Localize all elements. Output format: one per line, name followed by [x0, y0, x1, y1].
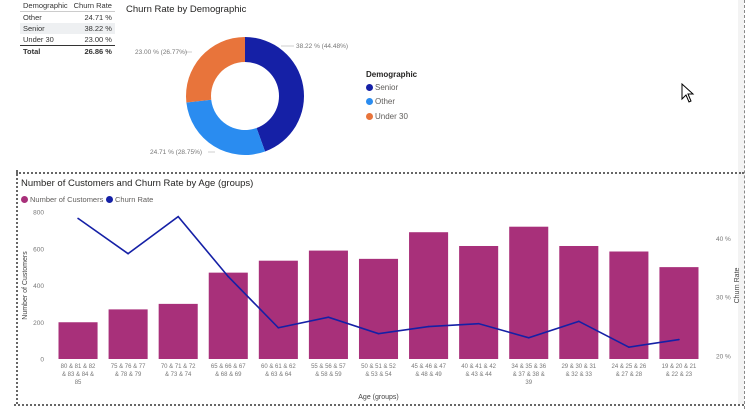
table-cell: Other [23, 13, 42, 22]
table-row[interactable]: Senior 38.22 % [20, 23, 115, 34]
bar[interactable] [108, 309, 148, 359]
legend-marker [366, 113, 373, 120]
bar[interactable] [609, 251, 649, 359]
line-point[interactable] [227, 275, 230, 278]
bar[interactable] [459, 245, 499, 359]
x-tick-label: 60 & 61 & 62 & 63 & 64 [261, 364, 296, 378]
line-point[interactable] [678, 338, 680, 341]
line-point[interactable] [628, 346, 630, 348]
bar[interactable] [559, 245, 599, 359]
combo-chart[interactable]: 0 200 400 600 800 20 % 30 % 40 % 80 & 81 & 82 & 8… [18, 205, 744, 403]
legend-item-senior[interactable]: Senior [366, 83, 398, 92]
legend-item-under-30[interactable]: Under 30 [366, 112, 408, 121]
line-point[interactable] [277, 326, 280, 329]
donut-slice-senior[interactable] [245, 37, 304, 152]
line-point[interactable] [377, 332, 380, 335]
visual-border [16, 170, 18, 404]
bar[interactable] [58, 322, 98, 359]
line-point[interactable] [327, 316, 330, 318]
line-point[interactable] [177, 215, 179, 218]
line-point[interactable] [578, 320, 580, 323]
y2-tick-label: 30 % [716, 295, 731, 302]
legend-label: Number of Customers [30, 195, 104, 204]
line-point[interactable] [527, 336, 530, 339]
table-cell: 23.00 % [84, 35, 112, 44]
legend-label: Under 30 [375, 112, 408, 121]
table-cell: Senior [20, 23, 71, 34]
line-point[interactable] [77, 217, 79, 220]
bar[interactable] [659, 267, 699, 359]
bar[interactable] [208, 272, 248, 359]
donut-chart-title: Churn Rate by Demographic [126, 4, 247, 15]
column-header[interactable]: Demographic [20, 0, 71, 12]
x-tick-label: 19 & 20 & 21 & 22 & 23 [662, 364, 697, 378]
y-tick-label: 600 [33, 246, 44, 253]
bar[interactable] [158, 303, 198, 359]
x-tick-label: 55 & 56 & 57 & 58 & 59 [311, 364, 346, 378]
y-tick-label: 800 [33, 210, 44, 217]
legend-label: Other [375, 97, 396, 106]
y2-axis-title: Churn Rate [734, 267, 741, 303]
x-axis-title: Age (groups) [358, 394, 398, 401]
data-label: 24.71 % (28.75%) [150, 149, 202, 156]
bar[interactable] [258, 260, 298, 359]
visual-border [14, 404, 744, 406]
line-point[interactable] [477, 322, 480, 325]
x-tick-label: 29 & 30 & 31 & 32 & 33 [561, 364, 596, 378]
bar[interactable] [308, 250, 348, 359]
combo-chart-title: Number of Customers and Churn Rate by Ag… [21, 178, 254, 189]
churn-table[interactable]: Demographic Churn Rate Other 24.71 % Sen… [20, 0, 115, 57]
legend-item-churn-rate[interactable]: Churn Rate [106, 195, 153, 204]
legend-marker [366, 98, 373, 105]
table-row[interactable]: Other 24.71 % [20, 12, 115, 24]
table-total-row: Total 26.86 % [20, 45, 115, 57]
y-tick-label: 0 [40, 357, 44, 364]
x-tick-label: 75 & 76 & 77 & 78 & 79 [111, 364, 146, 378]
table-cell: 26.86 % [70, 45, 115, 57]
data-label: 23.00 % (26.77%) [135, 49, 187, 56]
legend-label: Senior [375, 83, 399, 92]
x-tick-label: 65 & 66 & 67 & 68 & 69 [211, 364, 246, 378]
x-tick-label: 40 & 41 & 42 & 43 & 44 [461, 364, 496, 378]
legend-marker [106, 196, 113, 203]
donut-slice-under-30[interactable] [186, 37, 245, 103]
line-point[interactable] [427, 325, 430, 328]
legend-item-other[interactable]: Other [366, 97, 395, 106]
table-cell: Under 30 [23, 35, 54, 44]
x-tick-label: 50 & 51 & 52 & 53 & 54 [361, 364, 396, 378]
y2-tick-label: 20 % [716, 354, 731, 361]
legend-title: Demographic [366, 70, 418, 79]
table-cell: 38.22 % [70, 23, 115, 34]
legend-label: Churn Rate [115, 195, 154, 204]
x-tick-label: 70 & 71 & 72 & 73 & 74 [161, 364, 196, 378]
table-cell: 24.71 % [84, 13, 112, 22]
y2-tick-label: 40 % [716, 236, 731, 243]
line-point[interactable] [127, 252, 129, 255]
visual-border [744, 0, 745, 409]
mouse-cursor-icon [681, 83, 695, 103]
legend-marker [366, 84, 373, 91]
legend-item-customers[interactable]: Number of Customers [21, 195, 103, 204]
y-axis-title: Number of Customers [22, 251, 29, 320]
donut-chart[interactable]: 38.22 % (44.48%) 24.71 % (28.75%) 23.00 % … [130, 28, 360, 168]
visual-border [16, 172, 744, 174]
data-label: 38.22 % (44.48%) [296, 43, 348, 50]
y-tick-label: 200 [33, 320, 44, 327]
legend-marker [21, 196, 28, 203]
column-header[interactable]: Churn Rate [70, 0, 115, 12]
y-tick-label: 400 [33, 283, 44, 290]
donut-slice-other[interactable] [186, 99, 266, 155]
x-tick-label: 80 & 81 & 82 & 83 & 84 & 85 [61, 364, 96, 386]
bar[interactable] [509, 226, 549, 359]
bar[interactable] [358, 258, 399, 359]
x-tick-label: 45 & 46 & 47 & 48 & 49 [411, 364, 446, 378]
x-tick-label: 34 & 35 & 36 & 37 & 38 & 39 [511, 364, 546, 386]
bar[interactable] [409, 232, 449, 359]
table-cell: Total [20, 45, 71, 57]
table-row[interactable]: Under 30 23.00 % [20, 34, 115, 46]
scrollbar[interactable] [738, 0, 744, 404]
x-tick-label: 24 & 25 & 26 & 27 & 28 [612, 364, 647, 378]
